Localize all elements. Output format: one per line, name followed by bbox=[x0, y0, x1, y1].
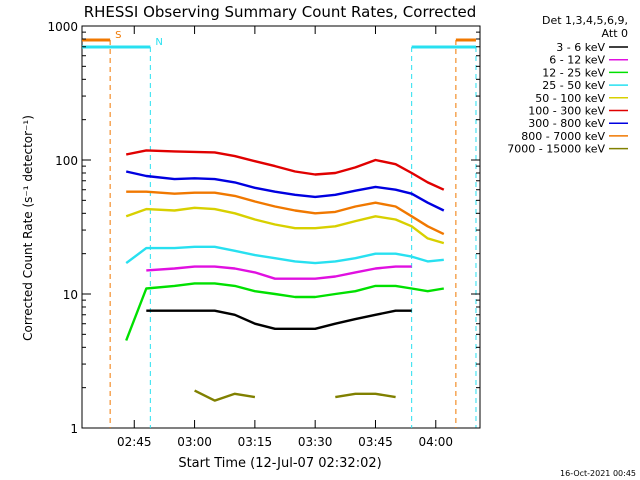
legend-label-3-6-kev: 3 - 6 keV bbox=[556, 41, 605, 54]
x-axis-label: Start Time (12-Jul-07 02:32:02) bbox=[178, 456, 381, 471]
legend-label-7000-15000-kev: 7000 - 15000 keV bbox=[507, 143, 605, 156]
x-tick-label: 04:00 bbox=[418, 435, 453, 449]
series-line-3-6-kev bbox=[146, 309, 412, 330]
plot-frame bbox=[81, 25, 481, 429]
legend-label-6-12-kev: 6 - 12 keV bbox=[549, 54, 605, 67]
legend-label-12-25-kev: 12 - 25 keV bbox=[542, 66, 605, 79]
y-tick-label: 1 bbox=[70, 422, 78, 436]
y-tick-label: 100 bbox=[55, 154, 78, 168]
legend-label-25-50-kev: 25 - 50 keV bbox=[542, 79, 605, 92]
series-line-7000-15000-kev bbox=[335, 392, 396, 399]
legend-header-2: Att 0 bbox=[602, 27, 628, 40]
x-tick-label: 03:45 bbox=[358, 435, 393, 449]
flag-label-n: N bbox=[155, 37, 162, 48]
x-tick-label: 03:30 bbox=[298, 435, 333, 449]
series-line-12-25-kev bbox=[125, 282, 444, 341]
legend-label-800-7000-kev: 800 - 7000 keV bbox=[521, 130, 605, 143]
series-line-800-7000-kev bbox=[126, 190, 445, 236]
flag-label-s: S bbox=[115, 30, 121, 41]
legend-label-100-300-kev: 100 - 300 keV bbox=[528, 105, 605, 118]
flag-markers: SN bbox=[82, 30, 477, 428]
legend-label-300-800-kev: 300 - 800 keV bbox=[528, 117, 605, 130]
chart-title: RHESSI Observing Summary Count Rates, Co… bbox=[84, 3, 477, 21]
series-line-6-12-kev bbox=[146, 265, 412, 280]
series-line-25-50-kev bbox=[125, 245, 444, 265]
series-line-300-800-kev bbox=[125, 170, 445, 212]
legend-label-50-100-kev: 50 - 100 keV bbox=[535, 92, 605, 105]
x-tick-label: 03:15 bbox=[238, 435, 273, 449]
series-line-100-300-kev bbox=[125, 149, 445, 191]
series-line-50-100-kev bbox=[125, 206, 445, 245]
y-axis-label: Corrected Count Rate (s⁻¹ detector⁻¹) bbox=[21, 115, 35, 341]
timestamp: 16-Oct-2021 00:45 bbox=[560, 469, 636, 478]
series-lines bbox=[125, 149, 445, 402]
series-line-7000-15000-kev bbox=[194, 389, 256, 402]
x-tick-label: 02:45 bbox=[117, 435, 152, 449]
axes: 02:45 03:00 03:15 03:30 03:45 04:00 1 10 100 1000 bbox=[47, 20, 480, 449]
legend-header-1: Det 1,3,4,5,6,9, bbox=[542, 14, 628, 27]
y-tick-label: 10 bbox=[63, 288, 78, 302]
x-tick-label: 03:00 bbox=[177, 435, 212, 449]
y-tick-label: 1000 bbox=[47, 20, 78, 34]
